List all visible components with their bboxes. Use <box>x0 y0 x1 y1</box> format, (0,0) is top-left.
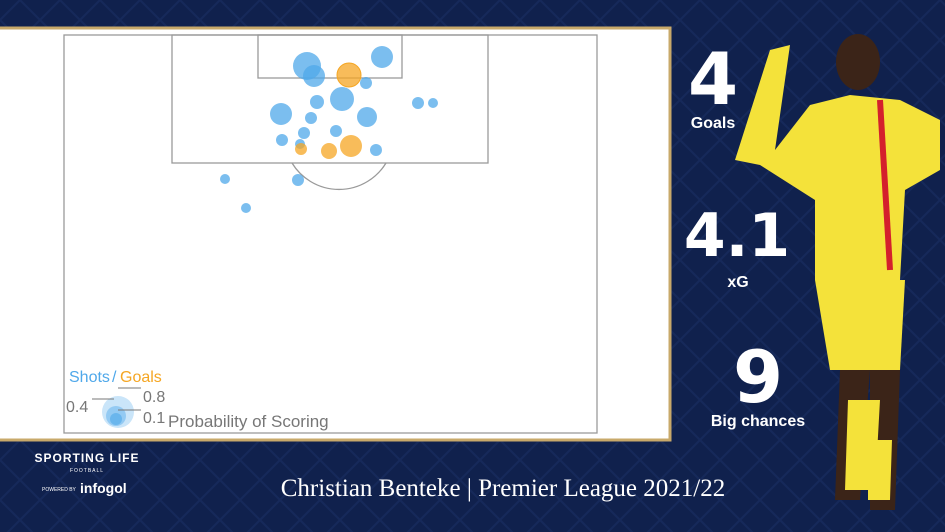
brand-sub: FOOTBALL <box>70 468 104 474</box>
player <box>735 34 940 510</box>
legend-size: 0.1 <box>143 410 165 427</box>
stat-label: Big chances <box>711 413 805 430</box>
pitch <box>63 34 598 434</box>
stat-value: 9 <box>733 335 783 419</box>
stat-label: Goals <box>691 115 736 132</box>
stat-label: xG <box>727 274 748 291</box>
legend-separator: / <box>112 369 117 386</box>
legend-goals: Goals <box>120 369 162 386</box>
brand-powered: POWERED BY <box>42 487 77 493</box>
legend-size: 0.8 <box>143 389 165 406</box>
stat-value: 4.1 <box>684 201 790 271</box>
stat-value: 4 <box>688 37 738 121</box>
legend-shots: Shots <box>69 369 110 386</box>
legend-size: 0.4 <box>66 399 88 416</box>
legend-caption: Probability of Scoring <box>168 412 329 431</box>
brand-name: SPORTING LIFE <box>34 451 139 465</box>
legend: Shots / Goals 0.8 0.4 0.1 Probability of… <box>66 369 329 431</box>
title: Christian Benteke | Premier League 2021/… <box>281 475 725 502</box>
shots <box>220 46 438 213</box>
brand-partner: infogol <box>80 480 127 496</box>
